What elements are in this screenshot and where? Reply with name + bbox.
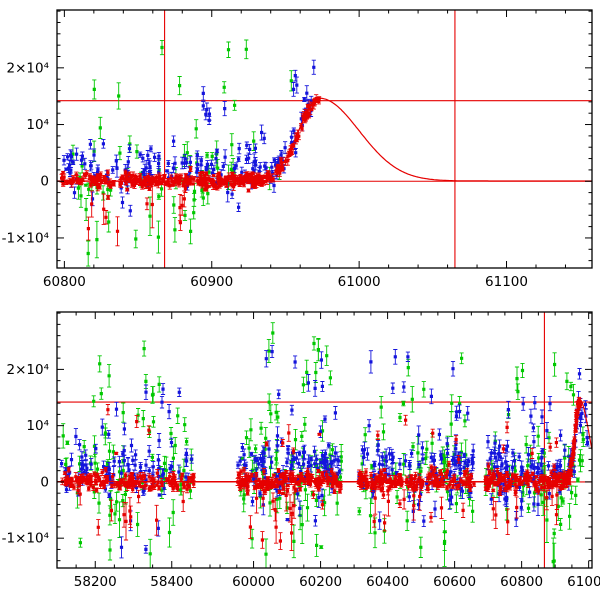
axis-ticks — [57, 10, 592, 268]
x-tick-label: 60600 — [433, 574, 476, 590]
model-curve — [57, 399, 592, 483]
x-tick-label: 60800 — [500, 574, 543, 590]
series-red-band — [60, 396, 583, 552]
axis-tick-labels: 60800 60900 61000 61100 -1×10⁴ 0 10⁴ 2×10⁴ — [2, 60, 528, 290]
reference-lines — [57, 10, 592, 268]
y-tick-label: 0 — [40, 174, 49, 190]
x-tick-label: 60000 — [232, 574, 275, 590]
panel-frame — [56, 311, 593, 569]
x-tick-label: 58400 — [150, 574, 193, 590]
x-tick-label: 61000 — [567, 574, 600, 590]
y-tick-label: 10⁴ — [26, 117, 49, 133]
y-tick-label: 2×10⁴ — [7, 362, 50, 378]
axis-tick-labels: 58200 58400 60000 60200 60400 60600 60800 61000… — [2, 362, 600, 590]
y-tick-label: 10⁴ — [26, 418, 49, 434]
series-green-band — [70, 39, 294, 267]
y-tick-label: 0 — [40, 474, 49, 490]
plot-area-top — [57, 10, 592, 268]
x-tick-label: 60400 — [366, 574, 409, 590]
series-red-band — [59, 94, 322, 247]
x-tick-label: 61000 — [338, 274, 381, 290]
model-curve — [57, 97, 592, 182]
x-tick-label: 61100 — [485, 274, 528, 290]
x-tick-label: 60900 — [190, 274, 233, 290]
axis-ticks — [56, 312, 592, 568]
y-tick-label: 2×10⁴ — [7, 60, 50, 76]
panel-frame — [56, 9, 593, 269]
panel-bottom: 58200 58400 60000 60200 60400 60600 60800 61000… — [2, 311, 600, 590]
plot-area-bottom — [57, 312, 592, 568]
y-tick-label: -1×10⁴ — [2, 531, 49, 547]
x-tick-label: 58200 — [74, 574, 117, 590]
x-tick-label: 60200 — [299, 574, 342, 590]
x-tick-label: 60800 — [43, 274, 86, 290]
y-tick-label: -1×10⁴ — [2, 230, 49, 246]
panel-top: 60800 60900 61000 61100 -1×10⁴ 0 10⁴ 2×10⁴ — [2, 9, 593, 290]
